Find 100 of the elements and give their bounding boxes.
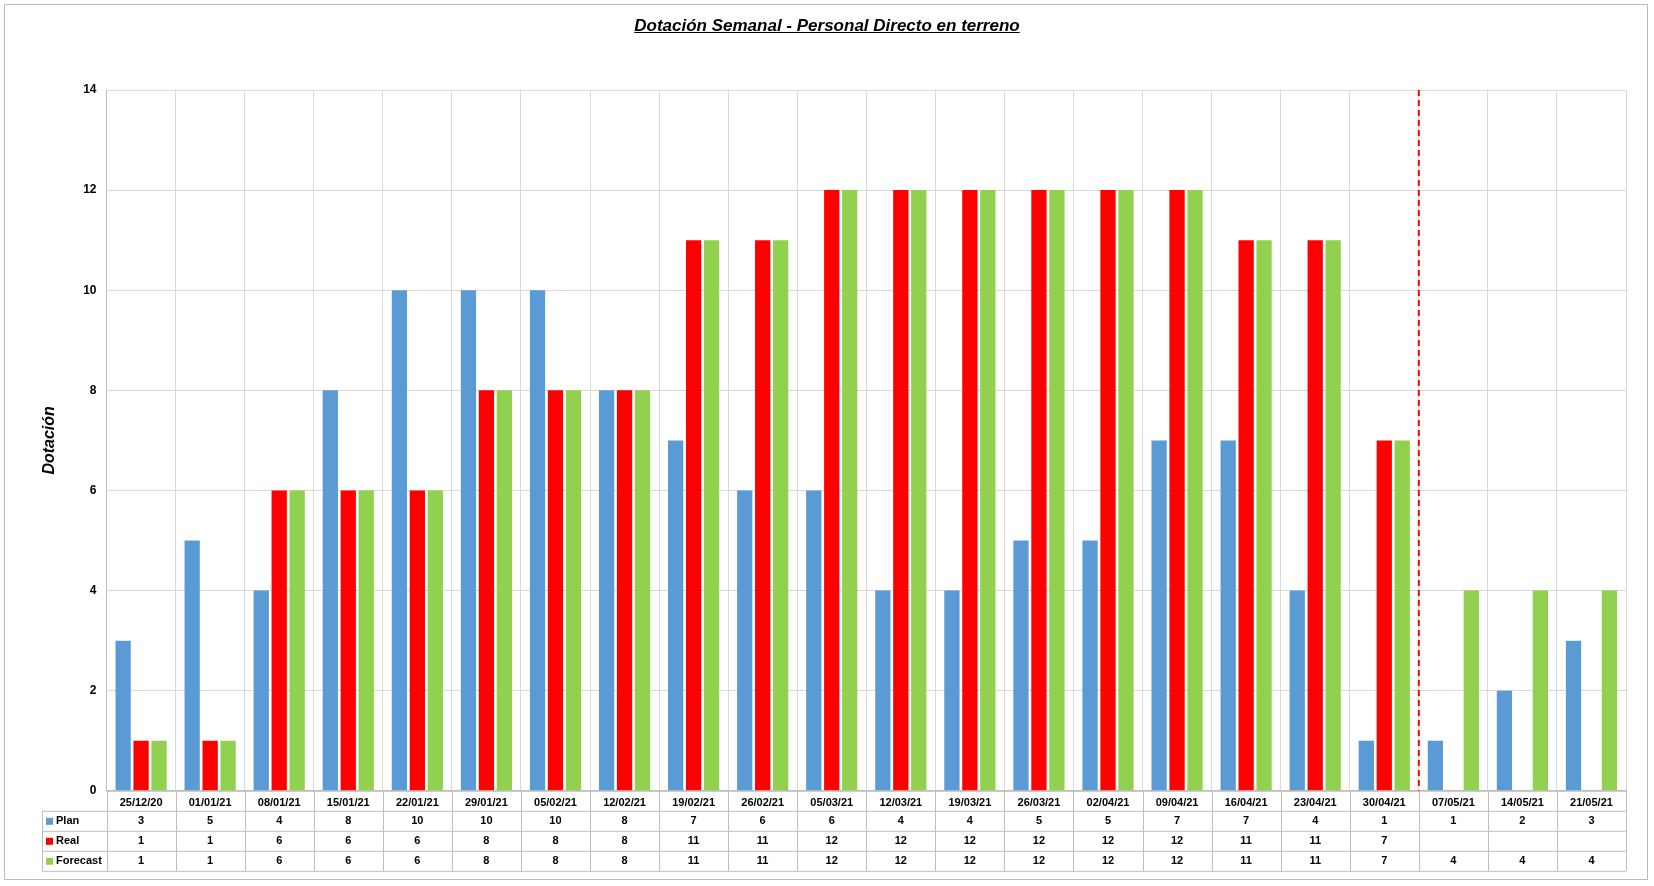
data-label: 5 [1104, 813, 1112, 826]
bar [409, 490, 425, 791]
bar [289, 490, 305, 791]
data-label: 6 [759, 813, 766, 826]
y-tick-label: 2 [89, 683, 97, 697]
data-label: 11 [687, 853, 700, 866]
bar [478, 390, 495, 791]
bar [842, 190, 858, 791]
data-label: 8 [552, 853, 559, 866]
data-label: 8 [483, 833, 490, 846]
bar [773, 240, 789, 791]
bar [496, 390, 512, 791]
bar [1427, 740, 1444, 791]
data-label: 12 [963, 833, 976, 846]
x-tick-label: 15/01/21 [326, 796, 370, 809]
data-label: 12 [1170, 833, 1184, 846]
x-tick-label: 26/02/21 [741, 796, 785, 809]
data-label: 1 [138, 833, 145, 846]
data-label: 6 [276, 853, 283, 866]
bar [875, 590, 891, 791]
bar [202, 740, 218, 791]
data-label: 6 [828, 813, 835, 826]
bar [1238, 240, 1254, 791]
bar [220, 740, 236, 791]
bar [184, 540, 200, 791]
x-tick-label: 16/04/21 [1224, 796, 1268, 809]
bar [1496, 690, 1513, 791]
data-label: 6 [345, 853, 352, 866]
x-tick-label: 19/03/21 [948, 796, 992, 809]
data-label: 8 [621, 853, 628, 866]
data-label: 5 [207, 813, 214, 826]
bar [1532, 590, 1548, 791]
bar [565, 390, 582, 791]
data-label: 12 [1101, 833, 1115, 846]
bar [1256, 240, 1272, 791]
bar [824, 190, 840, 791]
data-label: 4 [966, 813, 974, 826]
bar [980, 190, 996, 791]
x-tick-label: 02/04/21 [1086, 796, 1130, 809]
x-tick-label: 09/04/21 [1155, 796, 1199, 809]
bar [962, 190, 978, 791]
legend-label: Real [56, 833, 80, 846]
chart-title: Dotación Semanal - Personal Directo en terreno [633, 16, 1021, 36]
x-tick-label: 19/02/21 [672, 796, 716, 809]
bar [358, 490, 374, 791]
data-label: 12 [1032, 853, 1046, 866]
data-label: 8 [345, 813, 352, 826]
bar [271, 490, 287, 791]
bar [634, 390, 651, 791]
legend-label: Plan [56, 813, 80, 826]
data-label: 11 [1240, 853, 1252, 866]
data-label: 1 [207, 833, 214, 846]
data-label: 1 [1450, 813, 1457, 826]
data-label: 10 [411, 813, 424, 826]
bar [1565, 640, 1582, 791]
bar [115, 640, 131, 791]
data-label: 5 [1035, 813, 1042, 826]
data-label: 7 [690, 813, 697, 826]
y-tick-label: 4 [89, 582, 97, 597]
bar [598, 390, 615, 791]
bar [151, 740, 167, 791]
data-label: 8 [621, 833, 628, 846]
data-label: 1 [1381, 813, 1388, 826]
bar [1013, 540, 1029, 791]
data-label: 12 [825, 853, 838, 866]
y-tick-label: 6 [89, 482, 97, 497]
x-tick-label: 23/04/21 [1293, 796, 1337, 809]
bar [1376, 440, 1392, 791]
bar [911, 190, 927, 791]
y-tick-label: 14 [83, 82, 97, 97]
data-label: 11 [756, 833, 769, 846]
bar [755, 240, 771, 791]
bar [391, 290, 408, 791]
bar [703, 240, 720, 791]
bar [340, 490, 356, 791]
bar [1307, 240, 1323, 791]
x-tick-label: 26/03/21 [1017, 796, 1061, 809]
bar [1601, 590, 1618, 791]
data-label: 12 [963, 853, 976, 866]
data-label: 11 [1309, 853, 1322, 866]
x-tick-label: 25/12/20 [119, 796, 163, 809]
data-label: 10 [549, 813, 562, 826]
bar [668, 440, 684, 791]
data-label: 7 [1174, 813, 1181, 826]
data-label: 1 [138, 853, 145, 866]
bar [893, 190, 909, 791]
bar [1358, 740, 1374, 791]
x-tick-label: 12/02/21 [603, 796, 646, 809]
bar [1394, 440, 1410, 791]
data-label: 12 [825, 833, 838, 846]
data-label: 4 [1519, 853, 1527, 866]
x-tick-label: 22/01/21 [395, 796, 439, 809]
bar [547, 390, 564, 791]
data-label: 12 [1032, 833, 1046, 846]
bar [1220, 440, 1236, 791]
y-tick-label: 8 [89, 382, 97, 397]
data-label: 4 [1312, 813, 1320, 826]
x-tick-label: 21/05/21 [1570, 796, 1613, 809]
bar [1082, 540, 1098, 791]
data-label: 4 [1450, 853, 1458, 866]
